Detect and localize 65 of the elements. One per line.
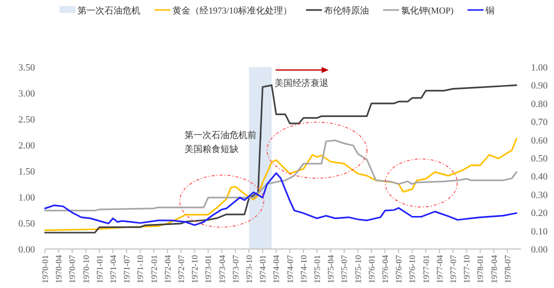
y-tick-label: 0.50 bbox=[18, 220, 36, 230]
x-tick-label: 1973-10 bbox=[244, 255, 254, 284]
x-tick-label: 1973-01 bbox=[203, 255, 214, 284]
x-tick-label: 1978-04 bbox=[488, 254, 499, 284]
legend-label: 第一次石油危机 bbox=[77, 6, 140, 16]
y2-tick-label: 0.30 bbox=[531, 190, 548, 201]
y2-tick-label: 0.60 bbox=[531, 136, 548, 146]
x-tick-label: 1972-01 bbox=[148, 255, 159, 284]
y2-tick-label: 1.00 bbox=[531, 64, 548, 74]
x-tick-label: 1976-01 bbox=[366, 255, 376, 284]
x-tick-label: 1970-07 bbox=[67, 255, 78, 284]
x-tick-label: 1977-01 bbox=[420, 255, 431, 284]
x-tick-label: 1975-01 bbox=[312, 255, 322, 284]
x-tick-label: 1973-07 bbox=[230, 255, 240, 284]
x-tick-label: 1970-01 bbox=[40, 255, 50, 284]
x-tick-label: 1971-01 bbox=[94, 255, 104, 284]
y2-tick-label: 0.20 bbox=[531, 209, 548, 220]
x-tick-label: 1974-04 bbox=[271, 254, 282, 284]
y2-tick-label: 0.40 bbox=[531, 172, 548, 183]
y-tick-label: 0.00 bbox=[18, 246, 36, 256]
x-tick-label: 1978-01 bbox=[475, 255, 486, 284]
x-tick-label: 1975-10 bbox=[352, 255, 363, 284]
annotation: 美国粮食短缺 bbox=[184, 144, 239, 154]
x-tick-label: 1977-10 bbox=[462, 255, 472, 284]
legend-label: 铜 bbox=[484, 6, 495, 16]
y-tick-label: 2.00 bbox=[18, 142, 36, 152]
x-tick-label: 1974-01 bbox=[258, 255, 268, 284]
x-tick-label: 1972-04 bbox=[162, 254, 172, 284]
x-tick-label: 1977-04 bbox=[434, 254, 444, 284]
line-series bbox=[44, 140, 518, 212]
x-tick-label: 1976-10 bbox=[407, 255, 418, 284]
x-tick-label: 1975-04 bbox=[326, 254, 336, 284]
x-tick-label: 1972-07 bbox=[176, 255, 186, 284]
y-tick-label: 3.50 bbox=[18, 64, 36, 74]
y2-tick-label: 0.50 bbox=[531, 154, 548, 164]
legend-label: 布伦特原油 bbox=[324, 6, 369, 16]
y-tick-label: 2.50 bbox=[18, 116, 36, 126]
annotation: 第一次石油危机前： bbox=[184, 130, 266, 140]
y2-tick-label: 0.10 bbox=[531, 227, 548, 238]
x-tick-label: 1975-07 bbox=[339, 255, 350, 284]
line-series bbox=[44, 138, 518, 232]
legend-label: 氯化钾(MOP) bbox=[401, 6, 454, 16]
x-tick-label: 1973-04 bbox=[216, 254, 227, 284]
x-tick-label: 1976-04 bbox=[380, 254, 390, 284]
y-tick-label: 3.00 bbox=[18, 90, 36, 100]
legend-label: 黄金（经1973/10标准化处理） bbox=[172, 6, 292, 16]
y-tick-label: 1.50 bbox=[18, 168, 36, 178]
y-tick-label: 1.00 bbox=[18, 194, 36, 204]
x-tick-label: 1971-04 bbox=[108, 254, 118, 284]
x-tick-label: 1974-07 bbox=[284, 255, 295, 284]
y2-tick-label: 0.70 bbox=[531, 118, 548, 128]
x-tick-label: 1970-10 bbox=[80, 255, 91, 284]
y2-tick-label: 0.90 bbox=[531, 82, 548, 92]
line-series bbox=[44, 172, 518, 226]
y2-tick-label: 0.80 bbox=[531, 100, 548, 110]
x-tick-label: 1974-10 bbox=[298, 255, 308, 284]
x-tick-label: 1971-10 bbox=[135, 255, 146, 284]
x-tick-label: 1977-07 bbox=[448, 255, 458, 284]
x-tick-label: 1971-07 bbox=[122, 255, 132, 284]
x-tick-label: 1976-07 bbox=[394, 255, 404, 284]
annotation: 美国经济衰退 bbox=[274, 78, 329, 88]
x-tick-label: 1970-04 bbox=[54, 254, 64, 284]
y2-tick-label: 0.00 bbox=[531, 246, 548, 256]
x-tick-label: 1972-10 bbox=[190, 255, 200, 284]
x-tick-label: 1978-07 bbox=[502, 255, 512, 284]
